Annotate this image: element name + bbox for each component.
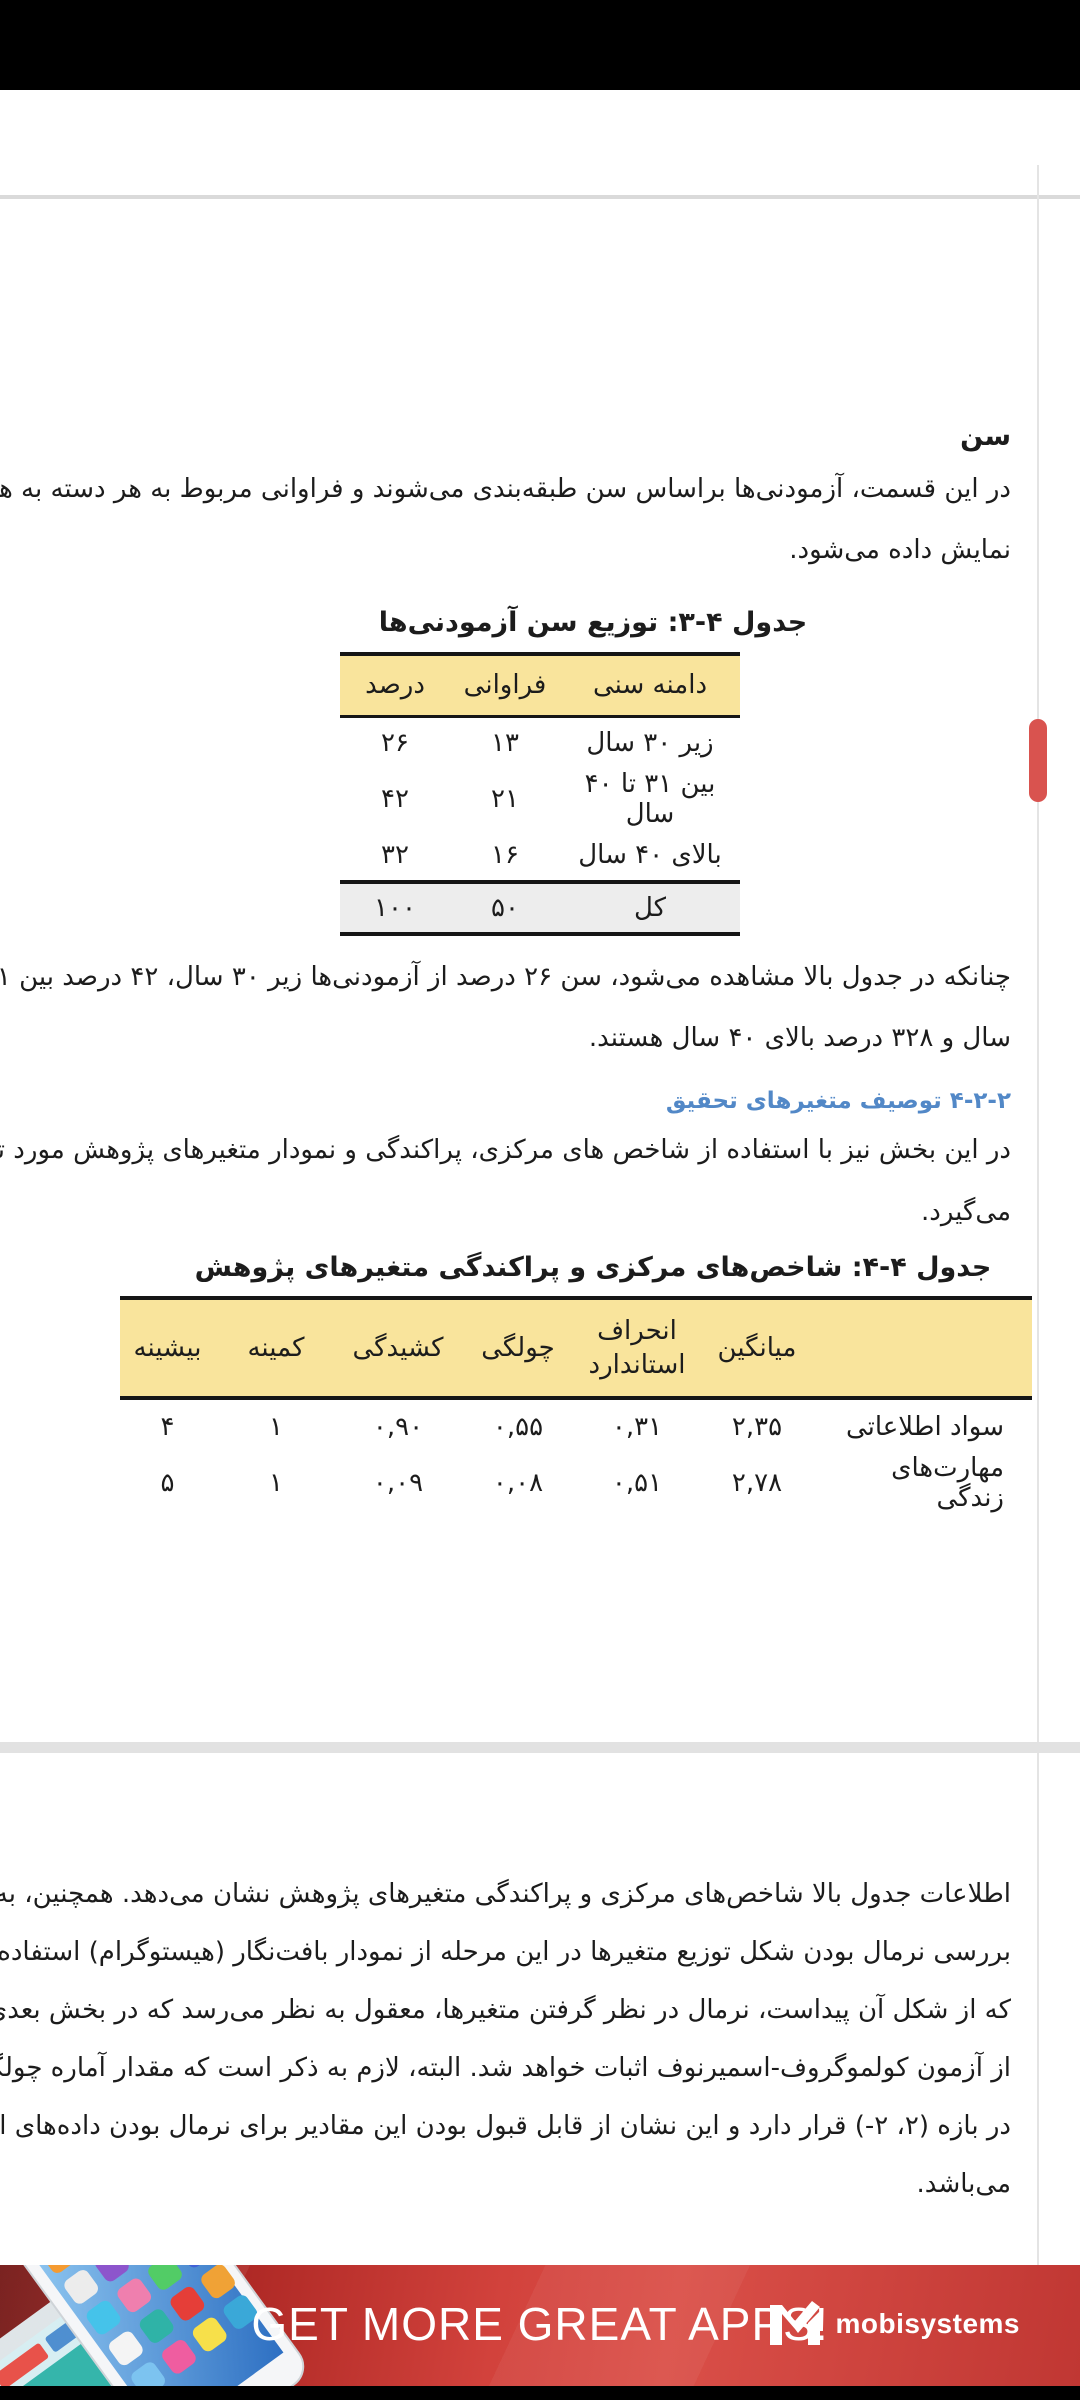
- age-distribution-table: دامنه سنی فراوانی درصد زیر ۳۰ سال ۱۳ ۲۶ …: [340, 652, 740, 936]
- cell: ۰,۰۸: [492, 1468, 544, 1498]
- table-header-row: دامنه سنی فراوانی درصد: [340, 654, 740, 716]
- table-row: بین ۳۱ تا ۴۰ سال ۲۱ ۴۲: [340, 769, 740, 829]
- cell: ۱۰۰: [374, 893, 416, 923]
- cell: ۲,۷۸: [731, 1468, 783, 1498]
- column-header: درصد: [365, 670, 425, 701]
- cell: ۱: [269, 1468, 283, 1498]
- paragraph-line: که از شکل آن پیداست، نرمال در نظر گرفتن …: [0, 1995, 1011, 2025]
- section-heading: ۴-۲-۲ توصیف متغیرهای تحقیق: [665, 1088, 1011, 1114]
- row-label: مهارت‌های زندگی: [891, 1453, 1004, 1513]
- cell: ۱۳: [491, 728, 519, 759]
- cell: ۰,۵۱: [611, 1468, 663, 1498]
- cell: زیر ۳۰ سال: [586, 728, 714, 759]
- column-header: میانگین: [717, 1333, 797, 1363]
- table-row: سواد اطلاعاتی ۲,۳۵ ۰,۳۱ ۰,۵۵ ۰,۹۰ ۱ ۴: [120, 1398, 1032, 1453]
- status-bar: [0, 0, 1080, 90]
- cell: ۵۰: [491, 893, 519, 923]
- paragraph-line: در این قسمت، آزمودنی‌ها براساس سن طبقه‌ب…: [0, 474, 1011, 504]
- table-header-row: میانگین انحراف استاندارد چولگی کشیدگی کم…: [120, 1298, 1032, 1398]
- column-header: فراوانی: [463, 670, 547, 701]
- cell: ۰,۰۹: [372, 1468, 424, 1498]
- paragraph-line: سال و ۳۲۸ درصد بالای ۴۰ سال هستند.: [588, 1023, 1011, 1053]
- table-row: مهارت‌های زندگی ۲,۷۸ ۰,۵۱ ۰,۰۸ ۰,۰۹ ۱ ۵: [120, 1453, 1032, 1513]
- navigation-bar: [0, 2386, 1080, 2400]
- cell: ۴: [160, 1411, 175, 1442]
- cell: ۱: [269, 1411, 283, 1442]
- cell: ۰,۹۰: [372, 1411, 424, 1442]
- mobisystems-logo: mobisystems: [768, 2301, 1020, 2347]
- paragraph-line: چنانکه در جدول بالا مشاهده می‌شود، سن ۲۶…: [0, 962, 1011, 992]
- mobisystems-logo-m-icon: [769, 2301, 820, 2345]
- paragraph-line: بررسی نرمال بودن شکل توزیع متغیرها در ای…: [0, 1937, 1011, 1967]
- cell: ۱۶: [491, 839, 519, 870]
- column-header: انحراف استاندارد: [588, 1316, 686, 1380]
- column-header: دامنه سنی: [592, 670, 708, 701]
- table1-title: جدول ۴-۳: توزیع سن آزمودنی‌ها: [378, 607, 808, 638]
- column-header: [817, 1298, 1032, 1398]
- cell: ۴۲: [381, 784, 409, 814]
- page-break-gap: [0, 1742, 1080, 1753]
- cell: ۲۱: [491, 784, 519, 814]
- cell: ۲,۳۵: [731, 1411, 783, 1442]
- paragraph-line: نمایش داده می‌شود.: [789, 535, 1011, 565]
- table-row: زیر ۳۰ سال ۱۳ ۲۶: [340, 716, 740, 769]
- column-header: بیشینه: [133, 1333, 202, 1363]
- document-canvas[interactable]: سن در این قسمت، آزمودنی‌ها براساس سن طبق…: [0, 199, 1080, 2265]
- paragraph-line: می‌باشد.: [916, 2169, 1011, 2199]
- toolbar-divider: [0, 195, 1080, 199]
- column-header: کمینه: [247, 1333, 305, 1363]
- mobisystems-brand-text: mobisystems: [835, 2308, 1020, 2339]
- cell: ۵: [160, 1468, 175, 1498]
- table2-title: جدول ۴-۴: شاخص‌های مرکزی و پراکندگی متغی…: [194, 1252, 992, 1283]
- scrollbar-track: [1037, 165, 1039, 2265]
- paragraph-line: در این بخش نیز با استفاده از شاخص های مر…: [0, 1135, 1011, 1165]
- toolbar-area: [0, 90, 1080, 195]
- paragraph-line: در بازه (۲، ۲-) قرار دارد و این نشان از …: [0, 2111, 1011, 2141]
- cell: ۳۲: [381, 839, 409, 870]
- column-header: کشیدگی: [352, 1333, 444, 1363]
- descriptive-stats-table: میانگین انحراف استاندارد چولگی کشیدگی کم…: [120, 1296, 1032, 1513]
- cell: ۲۶: [381, 728, 409, 759]
- cell: ۰,۳۱: [611, 1411, 663, 1442]
- scrollbar-thumb[interactable]: [1029, 719, 1047, 802]
- paragraph-line: اطلاعات جدول بالا شاخص‌های مرکزی و پراکن…: [0, 1879, 1011, 1909]
- heading-age: سن: [960, 421, 1011, 452]
- cell: ۰,۵۵: [492, 1411, 544, 1442]
- table-row: بالای ۴۰ سال ۱۶ ۳۲: [340, 829, 740, 882]
- paragraph-line: از آزمون کولموگروف-اسمیرنوف اثبات خواهد …: [0, 2053, 1011, 2083]
- cell: بین ۳۱ تا ۴۰ سال: [584, 769, 716, 829]
- cell: کل: [633, 893, 667, 923]
- table-total-row: کل ۵۰ ۱۰۰: [340, 882, 740, 934]
- ad-banner[interactable]: GET MORE GREAT APPS! mobisystems: [0, 2265, 1080, 2386]
- cell: بالای ۴۰ سال: [578, 839, 722, 870]
- ad-headline: GET MORE GREAT APPS!: [251, 2297, 829, 2350]
- phones-image: [0, 2265, 305, 2386]
- column-header: چولگی: [481, 1333, 555, 1363]
- paragraph-line: می‌گیرد.: [920, 1197, 1011, 1227]
- row-label: سواد اطلاعاتی: [845, 1411, 1004, 1442]
